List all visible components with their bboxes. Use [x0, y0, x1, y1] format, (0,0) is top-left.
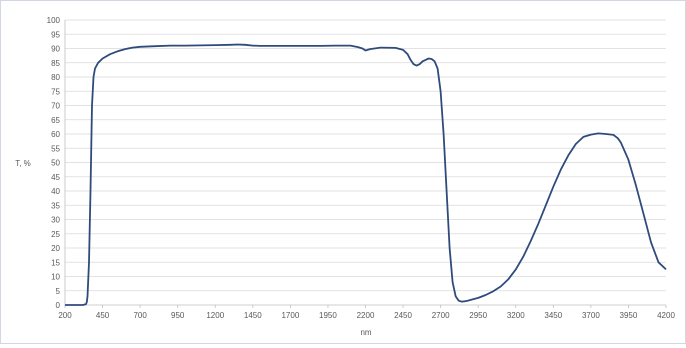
y-tick-label: 0 — [56, 301, 61, 310]
x-tick-label: 200 — [58, 311, 72, 320]
y-tick-label: 55 — [51, 144, 60, 153]
x-tick-label: 3950 — [620, 311, 638, 320]
x-tick-label: 1700 — [281, 311, 299, 320]
y-tick-label: 30 — [51, 216, 60, 225]
y-tick-labels: 0 5 10 15 20 25 30 35 40 45 50 55 60 65 70 75 80 85 90 95 10… — [47, 16, 61, 310]
y-tick-label: 50 — [51, 159, 60, 168]
y-tick-label: 100 — [47, 16, 61, 25]
y-tick-label: 85 — [51, 59, 60, 68]
x-tick-label: 2200 — [357, 311, 375, 320]
x-tick-label: 3450 — [544, 311, 562, 320]
transmission-chart: 0 5 10 15 20 25 30 35 40 45 50 55 60 65 70 75 80 85 90 95 10… — [15, 16, 675, 337]
y-tick-label: 5 — [56, 287, 61, 296]
y-tick-label: 15 — [51, 258, 60, 267]
x-tick-label: 3700 — [582, 311, 600, 320]
y-tick-label: 10 — [51, 273, 60, 282]
x-tick-label: 2700 — [432, 311, 450, 320]
series-line — [65, 43, 667, 306]
y-tick-label: 45 — [51, 173, 60, 182]
y-tick-label: 40 — [51, 187, 60, 196]
y-tick-label: 25 — [51, 230, 60, 239]
series — [65, 43, 667, 306]
y-tick-label: 80 — [51, 73, 60, 82]
x-tick-label: 450 — [96, 311, 110, 320]
y-tick-label: 70 — [51, 102, 60, 111]
x-tick-label: 700 — [133, 311, 147, 320]
y-tick-label: 95 — [51, 30, 60, 39]
y-tick-label: 20 — [51, 244, 60, 253]
x-tick-label: 1200 — [206, 311, 224, 320]
x-tick-label: 2450 — [394, 311, 412, 320]
y-axis-title: T, % — [15, 159, 31, 168]
x-tick-label: 4200 — [657, 311, 675, 320]
x-tick-label: 1950 — [319, 311, 337, 320]
y-tick-label: 60 — [51, 130, 60, 139]
x-tick-labels: 200 450 700 950 1200 1450 1700 1950 2200 2450 2700… — [58, 311, 675, 320]
x-tick-label: 1450 — [244, 311, 262, 320]
grid-lines — [65, 19, 666, 292]
axes — [64, 20, 667, 308]
y-tick-label: 75 — [51, 87, 60, 96]
x-tick-label: 2950 — [469, 311, 487, 320]
y-tick-label: 90 — [51, 45, 60, 54]
y-tick-label: 35 — [51, 201, 60, 210]
x-tick-label: 950 — [171, 311, 185, 320]
x-axis-title: nm — [360, 328, 371, 337]
y-tick-label: 65 — [51, 116, 60, 125]
x-tick-label: 3200 — [507, 311, 525, 320]
